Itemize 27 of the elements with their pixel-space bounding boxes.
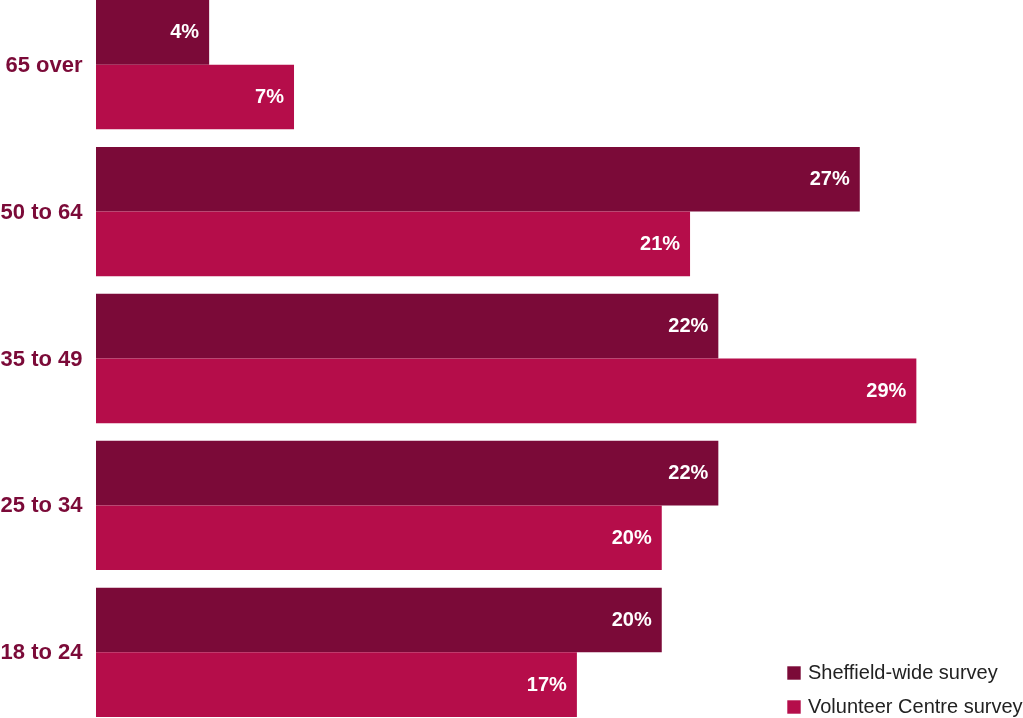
bar xyxy=(96,358,917,424)
y-tick-label: 35 to 49 xyxy=(0,345,83,371)
bar xyxy=(96,587,662,653)
y-tick-label: 25 to 34 xyxy=(0,492,84,518)
y-tick-label: 18 to 24 xyxy=(0,639,84,665)
data-label: 27% xyxy=(809,167,850,190)
bar xyxy=(96,211,691,277)
bar xyxy=(96,0,210,65)
data-label: 29% xyxy=(866,378,907,401)
bar xyxy=(96,440,719,506)
bar xyxy=(96,293,719,359)
data-label: 20% xyxy=(611,608,652,631)
data-label: 17% xyxy=(526,672,568,695)
legend-label: Sheffield-wide survey xyxy=(808,661,998,683)
data-label: 20% xyxy=(611,525,652,548)
data-label: 4% xyxy=(170,20,200,43)
data-label: 7% xyxy=(255,84,285,107)
data-label: 22% xyxy=(668,314,709,337)
bar xyxy=(96,505,662,571)
bar xyxy=(96,652,577,717)
data-label: 22% xyxy=(668,461,709,484)
bar xyxy=(96,146,860,212)
data-label: 21% xyxy=(640,231,681,254)
legend-label: Volunteer Centre survey xyxy=(808,695,1023,717)
y-tick-label: 65 over xyxy=(5,51,83,77)
bar xyxy=(96,64,295,130)
y-tick-label: 50 to 64 xyxy=(0,198,84,224)
